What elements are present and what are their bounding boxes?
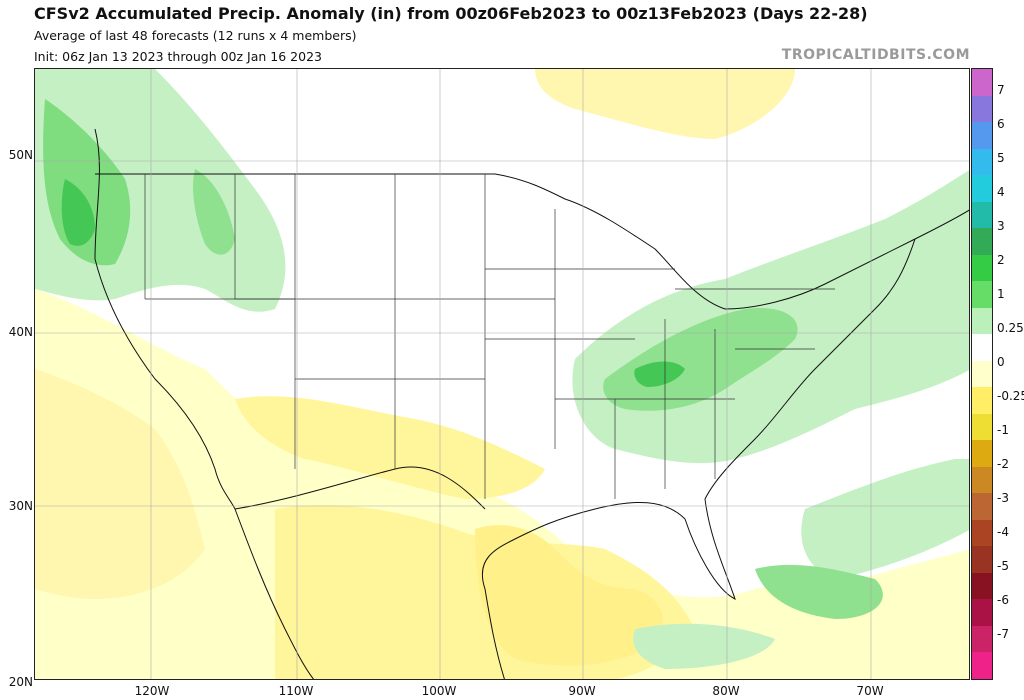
colorbar-segment [972, 360, 992, 388]
colorbar-tick-label: -3 [997, 491, 1009, 505]
colorbar-segment [972, 652, 992, 680]
colorbar-segment [972, 599, 992, 627]
colorbar-tick-label: -2 [997, 457, 1009, 471]
anomaly-wet-cuba [633, 623, 775, 669]
coastline-lines [94, 128, 969, 679]
colorbar-segment [972, 413, 992, 441]
colorbar-tick-label: 0 [997, 355, 1005, 369]
colorbar-segment [972, 148, 992, 176]
colorbar-tick-label: 4 [997, 185, 1005, 199]
colorbar-tick-label: 3 [997, 219, 1005, 233]
lon-label-90w: 90W [568, 684, 596, 698]
map-subtitle: Average of last 48 forecasts (12 runs x … [34, 28, 357, 43]
colorbar-tick-label: 7 [997, 83, 1005, 97]
lat-label-30n: 30N [8, 499, 33, 513]
colorbar-tick-label: 2 [997, 253, 1005, 267]
map-title: CFSv2 Accumulated Precip. Anomaly (in) f… [34, 4, 868, 23]
anomaly-wet-northwest-peak [61, 179, 95, 246]
anomaly-dry-west [35, 289, 969, 679]
colorbar-tick-label: 6 [997, 117, 1005, 131]
colorbar-segment [972, 281, 992, 309]
anomaly-wet-idaho [193, 169, 235, 255]
lon-label-100w: 100W [421, 684, 457, 698]
anomaly-wet-kentucky [634, 361, 685, 387]
colorbar-segment [972, 387, 992, 415]
colorbar-segment [972, 466, 992, 494]
brand-watermark: TROPICALTIDBITS.COM [781, 47, 970, 63]
colorbar-segment [972, 440, 992, 468]
colorbar-tick-label: 0.25 [997, 321, 1024, 335]
grid-lines [35, 69, 969, 679]
colorbar-tick-label: -1 [997, 423, 1009, 437]
anomaly-dry-gulf [475, 525, 664, 666]
colorbar [971, 68, 993, 680]
lon-label-120w: 120W [134, 684, 170, 698]
lat-label-40n: 40N [8, 325, 33, 339]
colorbar-segment [972, 201, 992, 229]
colorbar-tick-label: -6 [997, 593, 1009, 607]
colorbar-tick-label: -0.25 [997, 389, 1024, 403]
colorbar-tick-label: 1 [997, 287, 1005, 301]
colorbar-segment [972, 519, 992, 547]
anomaly-wet-caribbean [755, 564, 883, 619]
map-canvas [35, 69, 969, 679]
colorbar-segment [972, 625, 992, 653]
init-time-label: Init: 06z Jan 13 2023 through 00z Jan 16… [34, 49, 322, 64]
colorbar-segment [972, 307, 992, 335]
state-borders [144, 174, 835, 499]
lat-label-20n: 20N [8, 675, 33, 689]
colorbar-segment [972, 254, 992, 282]
colorbar-segment [972, 546, 992, 574]
anomaly-dry-canada [535, 69, 795, 139]
precip-anomaly-map [34, 68, 970, 680]
colorbar-segment [972, 572, 992, 600]
anomaly-wet-atlantic [801, 459, 969, 579]
colorbar-segment [972, 175, 992, 203]
colorbar-segment [972, 493, 992, 521]
colorbar-segment [972, 334, 992, 362]
colorbar-segment [972, 69, 992, 97]
anomaly-dry-south [235, 396, 545, 499]
colorbar-segment [972, 122, 992, 150]
colorbar-segment [972, 228, 992, 256]
anomaly-dry-pacific [35, 369, 205, 599]
colorbar-tick-label: -5 [997, 559, 1009, 573]
colorbar-tick-label: 5 [997, 151, 1005, 165]
lon-label-110w: 110W [278, 684, 314, 698]
lon-label-70w: 70W [856, 684, 884, 698]
colorbar-tick-label: -4 [997, 525, 1009, 539]
lat-label-50n: 50N [8, 148, 33, 162]
lon-label-80w: 80W [712, 684, 740, 698]
colorbar-tick-label: -7 [997, 627, 1009, 641]
colorbar-segment [972, 95, 992, 123]
